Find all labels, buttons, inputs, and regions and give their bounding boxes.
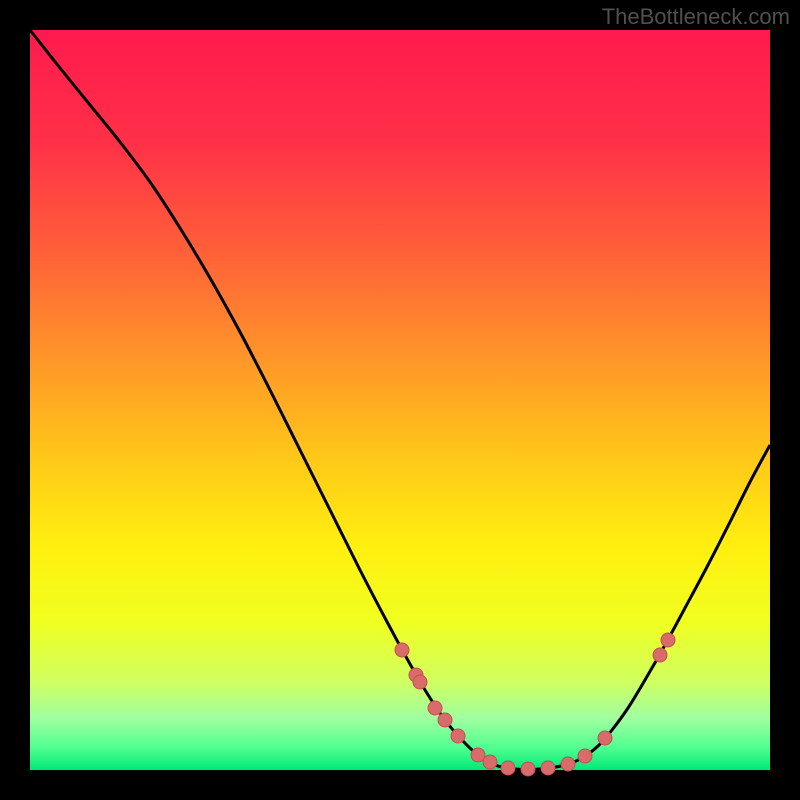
- data-marker: [598, 731, 612, 745]
- data-marker: [653, 648, 667, 662]
- data-marker: [541, 761, 555, 775]
- data-marker: [451, 729, 465, 743]
- attribution-text: TheBottleneck.com: [602, 4, 790, 30]
- data-marker: [561, 757, 575, 771]
- data-marker: [428, 701, 442, 715]
- data-marker: [661, 633, 675, 647]
- data-marker: [413, 675, 427, 689]
- data-markers: [395, 633, 675, 776]
- data-marker: [521, 762, 535, 776]
- data-marker: [438, 713, 452, 727]
- chart-curve-layer: [30, 30, 770, 770]
- data-marker: [501, 761, 515, 775]
- data-marker: [395, 643, 409, 657]
- data-marker: [578, 749, 592, 763]
- data-marker: [483, 755, 497, 769]
- chart-container: [30, 30, 770, 770]
